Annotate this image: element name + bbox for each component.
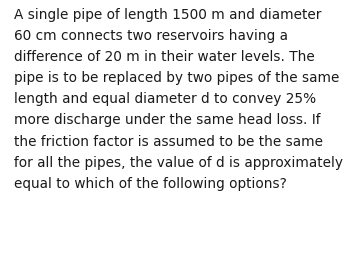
Text: A single pipe of length 1500 m and diameter
60 cm connects two reservoirs having: A single pipe of length 1500 m and diame… xyxy=(14,8,343,191)
